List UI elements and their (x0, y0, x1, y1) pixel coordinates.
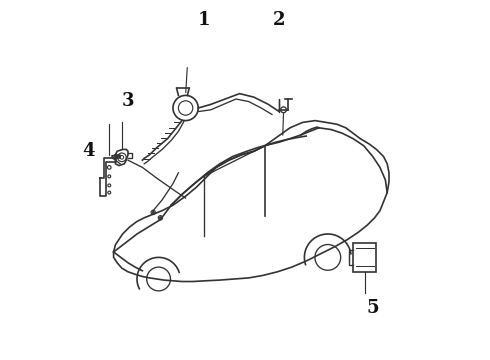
Text: 3: 3 (122, 92, 134, 110)
Text: 2: 2 (273, 11, 286, 29)
Circle shape (152, 211, 154, 213)
Text: 1: 1 (197, 11, 210, 29)
Text: 4: 4 (82, 142, 95, 160)
Bar (353, 243, 376, 272)
Text: 5: 5 (367, 299, 379, 317)
Circle shape (159, 217, 162, 219)
